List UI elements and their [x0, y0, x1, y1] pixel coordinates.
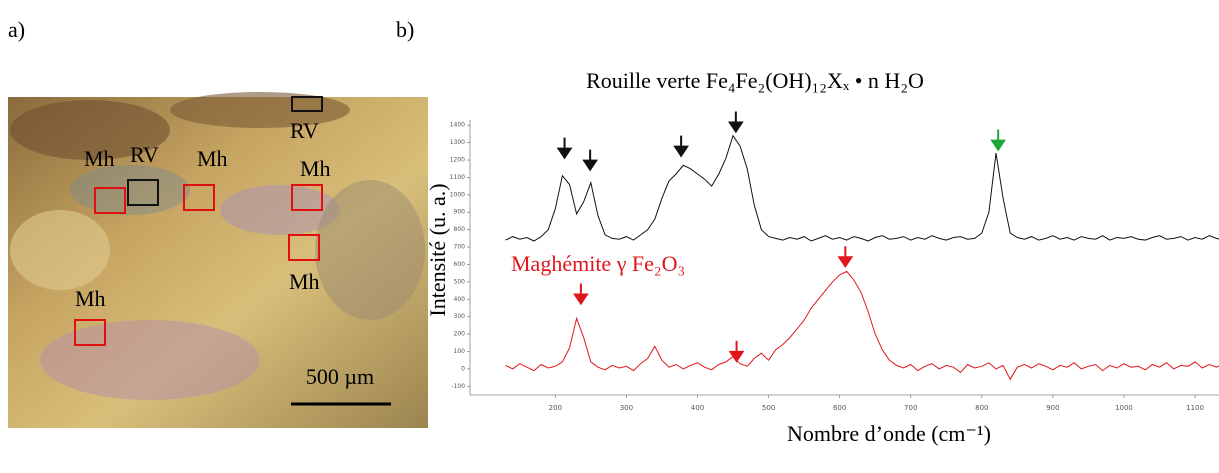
region-label: Mh: [197, 146, 228, 171]
y-tick-label: 200: [454, 331, 466, 338]
y-tick-label: 0: [461, 365, 465, 372]
y-tick-label: 800: [454, 226, 466, 233]
region-label: Mh: [300, 156, 331, 181]
y-tick-label: 700: [454, 244, 466, 251]
y-tick-label: 300: [454, 313, 466, 320]
x-tick-label: 1100: [1186, 404, 1204, 412]
scale-bar-label: 500 µm: [306, 364, 374, 389]
peak-arrow: [839, 246, 851, 266]
y-tick-label: 1000: [450, 191, 465, 198]
y-tick-label: 600: [454, 261, 466, 268]
chart-title: Rouille verte Fe₄Fe₂(OH)₁₂Xₓ • n H₂O: [586, 68, 924, 93]
peak-arrow: [731, 341, 743, 361]
region-label: RV: [290, 118, 319, 143]
y-axis-label: Intensité (u. a.): [425, 183, 450, 316]
series-label: Maghémite γ Fe₂O₃: [511, 251, 685, 276]
x-tick-label: 1000: [1115, 404, 1133, 412]
x-tick-label: 500: [762, 404, 775, 412]
x-tick-label: 800: [975, 404, 988, 412]
peak-arrow: [992, 130, 1004, 150]
y-tick-label: 900: [454, 209, 466, 216]
y-tick-label: 400: [454, 296, 466, 303]
x-tick-label: 300: [620, 404, 633, 412]
panel-label: a): [8, 17, 25, 42]
y-tick-label: 1100: [450, 174, 465, 181]
panel-label: b): [396, 17, 414, 42]
peak-arrow: [675, 136, 687, 156]
spectrum-line: [506, 271, 1219, 379]
x-tick-label: 900: [1046, 404, 1059, 412]
y-tick-label: -100: [451, 383, 465, 390]
region-label: Mh: [84, 146, 115, 171]
x-axis-label: Nombre d’onde (cm⁻¹): [787, 421, 991, 446]
region-label: Mh: [75, 286, 106, 311]
y-tick-label: 500: [454, 278, 466, 285]
y-tick-label: 100: [454, 348, 466, 355]
micrograph: Mh RV Mh RV Mh Mh Mh 500 µm: [8, 92, 428, 428]
x-tick-label: 600: [833, 404, 846, 412]
peak-arrow: [584, 150, 596, 170]
y-tick-label: 1400: [450, 122, 465, 129]
x-tick-label: 400: [691, 404, 704, 412]
region-label: Mh: [289, 269, 320, 294]
y-tick-label: 1200: [450, 157, 465, 164]
spectrum-line: [506, 136, 1219, 241]
x-tick-label: 700: [904, 404, 917, 412]
region-label: RV: [130, 142, 159, 167]
peak-arrow: [730, 111, 742, 131]
peak-arrow: [575, 283, 587, 303]
x-tick-label: 200: [549, 404, 562, 412]
y-tick-label: 1300: [450, 139, 465, 146]
peak-arrow: [559, 138, 571, 158]
